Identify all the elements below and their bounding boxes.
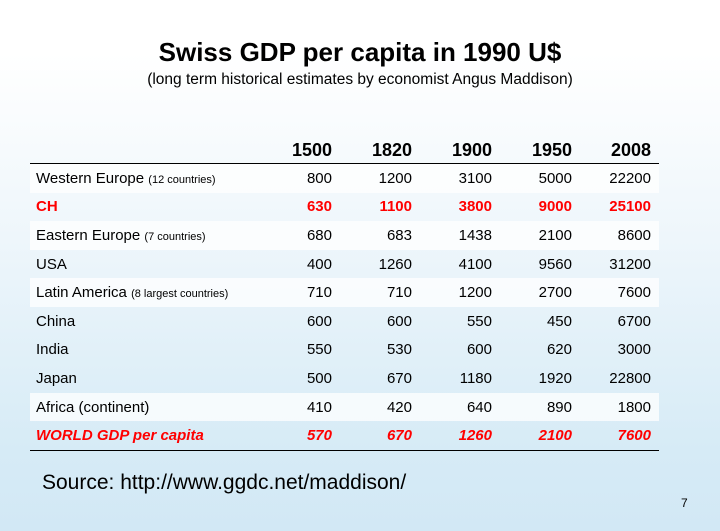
region-name: India	[36, 341, 69, 359]
value-cell: 1800	[580, 392, 659, 422]
value-cell: 410	[263, 392, 340, 422]
header-year-2008: 2008	[580, 137, 659, 164]
slide-title: Swiss GDP per capita in 1990 U$	[158, 37, 562, 67]
header-empty-cell	[30, 137, 263, 164]
gdp-table: 1500 1820 1900 1950 2008 Western Europe …	[30, 137, 659, 451]
table-row-china: China 600 600 550 450 6700	[30, 307, 659, 336]
value-cell: 630	[306, 198, 332, 216]
value-cell: 683	[340, 221, 420, 250]
value-cell: 550	[306, 341, 332, 359]
value-cell: 22800	[609, 369, 651, 387]
table-row-latin-america: Latin America (8 largest countries) 710 …	[30, 278, 659, 307]
value-cell: 9000	[538, 198, 572, 216]
row-label: Africa (continent)	[30, 392, 263, 422]
value-cell: 7600	[580, 421, 659, 451]
value-cell: 550	[466, 312, 492, 330]
region-name: Eastern Europe	[36, 226, 141, 244]
value-cell: 400	[306, 255, 332, 273]
value-cell: 420	[340, 392, 420, 422]
value-cell: 620	[546, 341, 572, 359]
row-label: China	[30, 307, 263, 336]
region-name: Western Europe	[36, 169, 145, 187]
header-year-1900: 1900	[420, 137, 500, 164]
value-cell: 3000	[617, 341, 651, 359]
value-cell: 1180	[459, 369, 492, 387]
table-row-western-europe: Western Europe (12 countries) 800 1200 3…	[30, 163, 659, 193]
value-cell: 3800	[458, 198, 492, 216]
value-cell: 1200	[340, 163, 420, 193]
value-cell: 4100	[458, 255, 492, 273]
row-label: Eastern Europe (7 countries)	[30, 221, 263, 250]
value-cell: 2100	[500, 421, 580, 451]
value-cell: 6700	[617, 312, 651, 330]
value-cell: 31200	[609, 255, 651, 273]
region-name: Latin America	[36, 284, 127, 302]
header-year-1500: 1500	[263, 137, 340, 164]
row-label: Japan	[30, 364, 263, 393]
table-row-africa: Africa (continent) 410 420 640 890 1800	[30, 392, 659, 422]
region-name: USA	[36, 255, 67, 273]
value-cell: 450	[546, 312, 572, 330]
value-cell: 570	[263, 421, 340, 451]
table-row-world: WORLD GDP per capita 570 670 1260 2100 7…	[30, 421, 659, 451]
header-year-1820: 1820	[340, 137, 420, 164]
region-name: WORLD GDP per capita	[36, 427, 204, 445]
value-cell: 1920	[538, 369, 572, 387]
region-name: Africa (continent)	[36, 398, 150, 416]
row-label: CH	[30, 193, 263, 222]
table-row-eastern-europe: Eastern Europe (7 countries) 680 683 143…	[30, 221, 659, 250]
value-cell: 600	[306, 312, 332, 330]
value-cell: 710	[340, 278, 420, 307]
value-cell: 9560	[538, 255, 572, 273]
value-cell: 530	[386, 341, 412, 359]
table-row-japan: Japan 500 670 1180 1920 22800	[30, 364, 659, 393]
value-cell: 670	[340, 421, 420, 451]
region-note: (7 countries)	[144, 230, 206, 243]
slide-subtitle: (long term historical estimates by econo…	[147, 71, 573, 88]
header-year-1950: 1950	[500, 137, 580, 164]
row-label: WORLD GDP per capita	[30, 421, 263, 451]
row-label: Western Europe (12 countries)	[30, 163, 263, 193]
value-cell: 1200	[420, 278, 500, 307]
region-name: Japan	[36, 369, 77, 387]
table-row-ch: CH 630 1100 3800 9000 25100	[30, 193, 659, 222]
value-cell: 890	[500, 392, 580, 422]
row-label: Latin America (8 largest countries)	[30, 278, 263, 307]
source-citation: Source: http://www.ggdc.net/maddison/	[42, 471, 407, 494]
region-name: China	[36, 312, 76, 330]
table-header-row: 1500 1820 1900 1950 2008	[30, 137, 659, 164]
row-label: USA	[30, 250, 263, 279]
value-cell: 680	[263, 221, 340, 250]
value-cell: 25100	[609, 198, 651, 216]
value-cell: 8600	[580, 221, 659, 250]
value-cell: 1100	[379, 198, 412, 216]
value-cell: 500	[306, 369, 332, 387]
row-label: India	[30, 336, 263, 365]
page-number: 7	[681, 496, 688, 510]
value-cell: 3100	[420, 163, 500, 193]
value-cell: 1438	[420, 221, 500, 250]
value-cell: 7600	[580, 278, 659, 307]
value-cell: 22200	[580, 163, 659, 193]
value-cell: 2100	[500, 221, 580, 250]
value-cell: 600	[466, 341, 492, 359]
table-row-usa: USA 400 1260 4100 9560 31200	[30, 250, 659, 279]
value-cell: 800	[263, 163, 340, 193]
value-cell: 600	[386, 312, 412, 330]
value-cell: 2700	[500, 278, 580, 307]
value-cell: 670	[386, 369, 412, 387]
region-name: CH	[36, 198, 58, 216]
value-cell: 1260	[420, 421, 500, 451]
region-note: (8 largest countries)	[131, 288, 229, 301]
value-cell: 5000	[500, 163, 580, 193]
table-row-india: India 550 530 600 620 3000	[30, 336, 659, 365]
value-cell: 1260	[378, 255, 412, 273]
region-note: (12 countries)	[148, 173, 216, 186]
value-cell: 710	[263, 278, 340, 307]
value-cell: 640	[420, 392, 500, 422]
